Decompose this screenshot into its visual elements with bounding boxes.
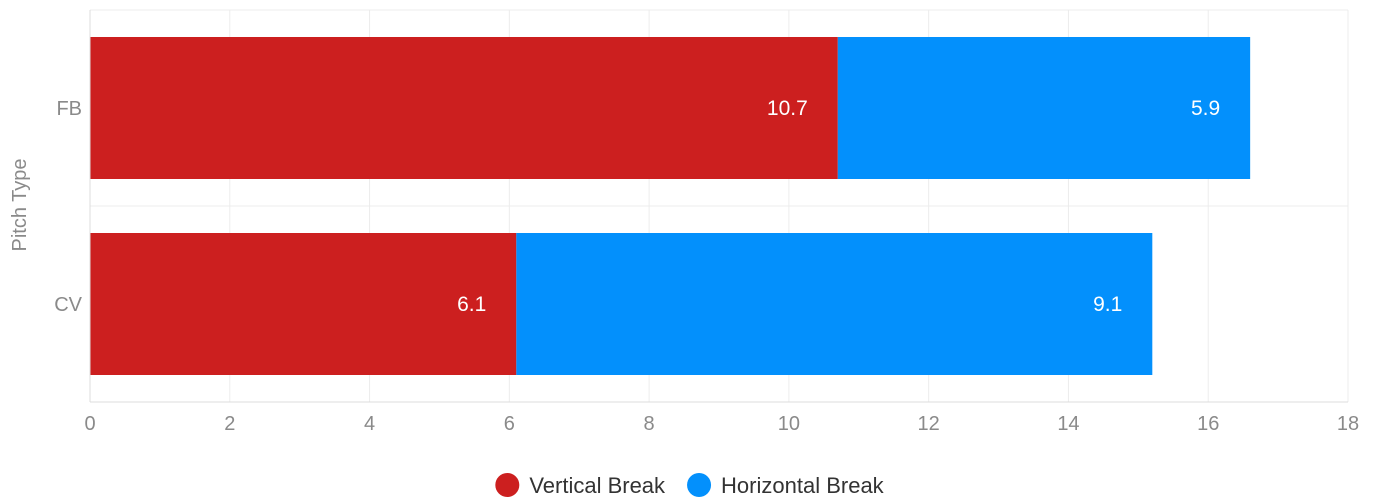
data-labels-layer: 10.7 5.9 6.1 9.1 [457, 97, 1220, 316]
x-tick-label: 12 [918, 413, 940, 435]
axis-layer: 0 2 4 6 8 10 12 14 16 18 FB CV [54, 10, 1359, 435]
x-tick-label: 10 [778, 413, 800, 435]
x-tick-label: 6 [504, 413, 515, 435]
bar-horizontal-break-fb[interactable] [837, 37, 1251, 179]
x-tick-label: 16 [1197, 413, 1219, 435]
legend-marker[interactable] [687, 473, 712, 497]
x-tick-label: 14 [1057, 413, 1079, 435]
y-category-label: CV [54, 294, 82, 316]
bar-data-label: 6.1 [457, 293, 486, 316]
x-tick-label: 2 [224, 413, 235, 435]
y-axis-title: Pitch Type [9, 158, 31, 251]
bar-horizontal-break-cv[interactable] [516, 233, 1153, 375]
bars-layer [90, 37, 1251, 375]
x-tick-label: 18 [1337, 413, 1359, 435]
legend-label: Horizontal Break [721, 473, 885, 498]
bar-data-label: 5.9 [1191, 97, 1220, 120]
x-tick-label: 4 [364, 413, 375, 435]
x-tick-label: 8 [644, 413, 655, 435]
legend: Vertical Break Horizontal Break [495, 473, 885, 498]
bar-vertical-break-fb[interactable] [90, 37, 838, 179]
legend-marker[interactable] [495, 473, 520, 497]
bar-data-label: 9.1 [1093, 293, 1122, 316]
legend-label: Vertical Break [529, 473, 666, 498]
y-category-label: FB [56, 98, 82, 120]
bar-vertical-break-cv[interactable] [90, 233, 517, 375]
bar-data-label: 10.7 [767, 97, 808, 120]
x-tick-label: 0 [84, 413, 95, 435]
